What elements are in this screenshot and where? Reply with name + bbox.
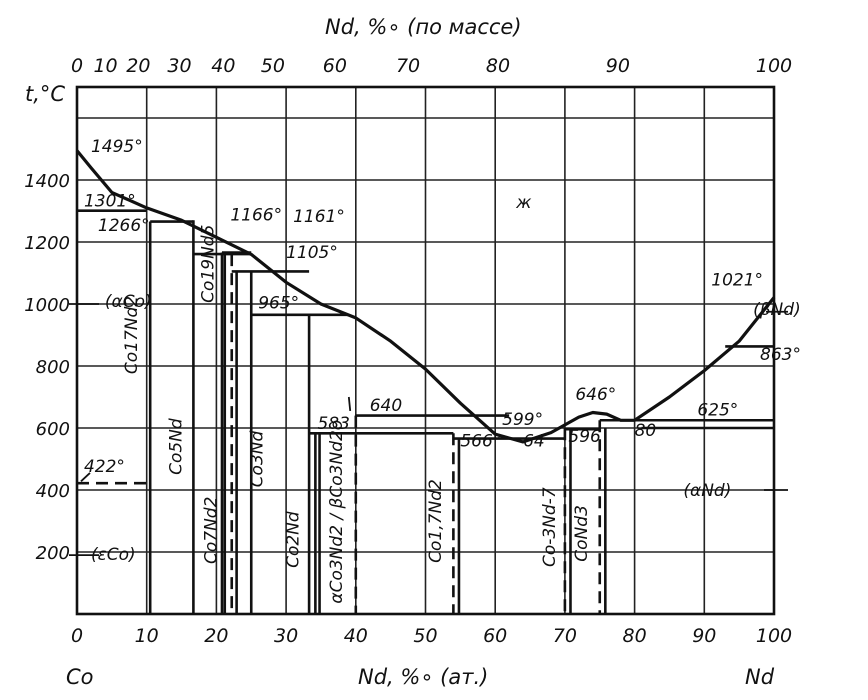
bottom-tick-label: 60 [483,625,507,647]
phase-label: Co1,7Nd2 [426,479,446,563]
plot-frame [75,85,776,616]
annotation-label: 1266° [98,216,150,236]
bottom-tick-label: 90 [692,625,716,647]
bottom-tick-label: 10 [135,625,159,647]
bottom-tick-label: 40 [344,625,368,647]
annotation-label: 583 [317,414,349,434]
annotation-label: (βNd) [753,300,801,320]
top-axis-title: Nd, %∘ (по массе) [325,15,522,39]
phase-label: αCo3Nd2 / βCo3Nd2o [327,420,347,604]
annotation-label: 625° [697,401,738,421]
annotation-label: ж [515,193,532,213]
left-tick-label: 1000 [24,295,70,316]
bottom-axis-ticks: 0 10 20 30 40 50 60 70 80 90 100 [71,625,792,647]
annotation-label: 1301° [84,191,136,211]
arrows [69,303,788,556]
bottom-tick-label: 70 [553,625,577,647]
top-tick-label: 50 [261,55,285,77]
annotation-label: (αCo) [105,292,152,312]
left-tick-label: 200 [36,543,70,564]
annotation-label: 599° [502,410,543,430]
liquidus-curve [75,149,776,444]
bottom-tick-label: 80 [623,625,647,647]
bottom-tick-label: 0 [71,625,83,647]
annotation-label: 422° [84,457,125,477]
phase-label: CoNd3 [572,505,592,562]
bottom-tick-label: 20 [204,625,228,647]
horizontal-lines [77,209,774,485]
annotation-label: 566° [460,432,501,452]
top-tick-label: 70 [396,55,420,77]
left-axis-title: t,°C [25,82,65,106]
annotation-arrow [347,396,352,412]
annotation-label: 863° [760,345,801,365]
top-axis-ticks: 0 10 20 30 40 50 60 70 80 90 100 [71,55,792,77]
right-element-label: Nd [745,665,775,689]
phase-label: Co5Nd [167,418,187,475]
annotation-label: 1021° [711,270,763,290]
top-tick-label: 20 [126,55,150,77]
phase-labels: Co17Nd2 Co5Nd Co19Nd5 Co7Nd2 Co3Nd Co2Nd αCo3N… [122,225,592,604]
top-tick-label: 90 [606,55,630,77]
top-tick-label: 0 [71,55,83,77]
annotation-label: 1166° [230,205,282,225]
top-tick-label: 80 [486,55,510,77]
phase-label: Co-3Nd-7 [540,487,560,567]
phase-lines [148,220,607,614]
phase-label: Co2Nd [284,511,304,568]
phase-label: Co19Nd5 [199,225,219,303]
annotations: 1495° 1301° 1266° 1166° 1161° 1105° 965° 640 583… [84,137,801,565]
left-tick-label: 400 [36,481,70,502]
left-element-label: Co [66,665,94,689]
top-tick-label: 40 [211,55,235,77]
annotation-label: 965° [258,294,299,314]
top-tick-label: 30 [167,55,191,77]
left-axis-ticks: 200 400 600 800 1000 1200 1400 [24,171,70,564]
annotation-arrow [80,472,91,482]
left-tick-label: 1400 [24,171,70,192]
annotation-label: 64 [523,432,545,452]
bottom-axis-title: Nd, %∘ (ат.) [358,665,488,689]
bottom-tick-label: 30 [274,625,298,647]
bottom-tick-label: 50 [413,625,437,647]
annotation-label: (αNd) [683,481,731,501]
left-tick-label: 600 [36,419,70,440]
left-tick-label: 1200 [24,233,70,254]
top-tick-label: 10 [93,55,117,77]
top-tick-label: 100 [756,55,792,77]
phase-label: Co7Nd2 [201,497,221,564]
phase-label: Co3Nd [247,431,267,488]
top-tick-label: 60 [323,55,347,77]
phase-label: Co17Nd2 [122,296,142,374]
annotation-label: 640 [370,396,402,416]
annotation-label: 1161° [293,207,345,227]
annotation-label: 1495° [91,137,143,157]
bottom-tick-label: 100 [756,625,792,647]
left-tick-label: 800 [36,357,70,378]
annotation-label: 596 [568,427,601,447]
annotation-label: (εCo) [91,545,136,565]
annotation-label: 646° [575,385,616,405]
annotation-label: 80 [635,421,657,441]
annotation-label: 1105° [286,243,338,263]
